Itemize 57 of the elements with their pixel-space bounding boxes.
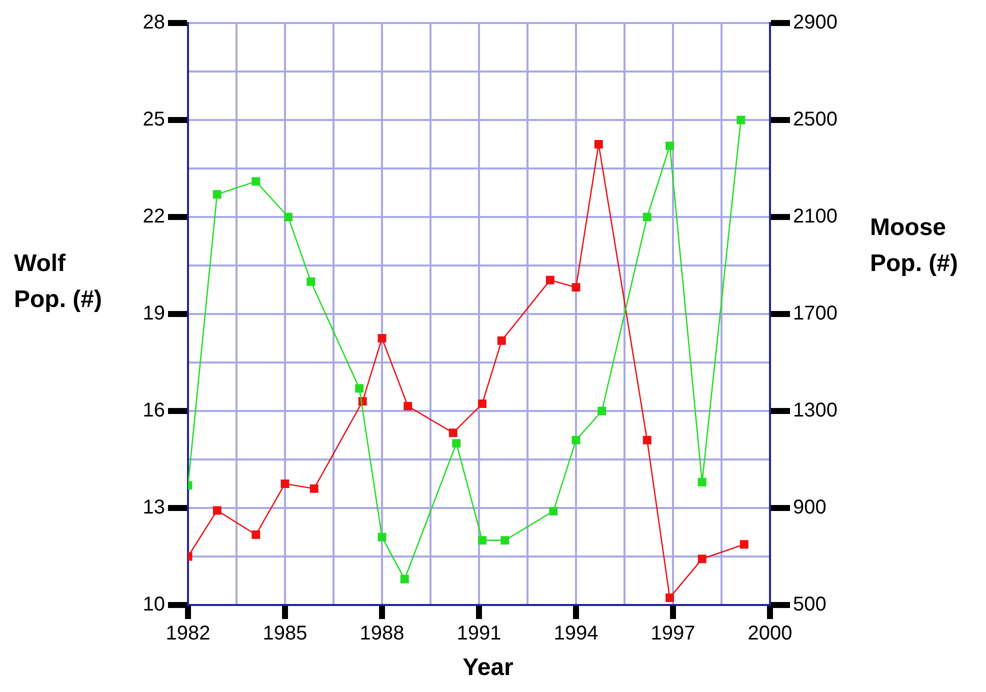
- x-tick-label: 1985: [262, 622, 308, 645]
- point: [572, 436, 580, 444]
- x-tick-label: 2000: [748, 622, 792, 645]
- y-tick-label: 22: [142, 206, 165, 228]
- y-tick-label: 28: [142, 12, 165, 34]
- y-tick-label: 16: [142, 400, 165, 422]
- point: [478, 399, 486, 408]
- x-tick-label: 1982: [166, 622, 210, 645]
- x-tick-label: 1991: [456, 622, 502, 645]
- x-tick-label: 1988: [360, 622, 404, 645]
- point: [378, 532, 386, 542]
- point: [642, 212, 652, 222]
- y-tick-label: 19: [142, 302, 165, 325]
- point: [698, 478, 706, 486]
- point: [400, 574, 409, 584]
- point: [378, 334, 386, 342]
- y2-tick-label: 1300: [793, 400, 838, 422]
- point: [212, 190, 222, 199]
- point: [310, 484, 318, 493]
- point: [404, 402, 412, 410]
- y2-axis-title: Moose Pop. (#): [870, 213, 959, 279]
- point: [698, 554, 706, 564]
- y2-tick-label: 500: [793, 594, 826, 616]
- point: [642, 436, 652, 444]
- point: [549, 506, 558, 516]
- point: [736, 116, 746, 124]
- point: [666, 142, 674, 150]
- point: [280, 480, 290, 488]
- point: [500, 536, 510, 545]
- point: [252, 177, 260, 186]
- point: [284, 212, 292, 222]
- point: [452, 439, 461, 448]
- y-tick-label: 25: [142, 108, 165, 131]
- point: [448, 428, 458, 438]
- y2-tick-label: 1700: [793, 302, 838, 325]
- y2-tick-label: 2900: [793, 12, 838, 34]
- point: [594, 140, 603, 148]
- y-tick-label: 10: [142, 594, 165, 616]
- point: [572, 283, 580, 292]
- point: [598, 406, 606, 416]
- point: [212, 506, 222, 515]
- y2-tick-label: 900: [793, 496, 826, 519]
- point: [252, 530, 260, 539]
- y-axis-title: Wolf Pop. (#): [14, 249, 103, 315]
- point: [355, 384, 364, 393]
- x-tick-label: 1994: [554, 622, 598, 645]
- point: [546, 276, 554, 284]
- x-tick-label: 1997: [650, 622, 696, 645]
- y2-tick-label: 2100: [793, 206, 838, 228]
- x-axis-title: Year: [462, 653, 514, 683]
- point: [740, 540, 748, 549]
- y2-tick-label: 2500: [793, 108, 838, 131]
- point: [478, 536, 486, 545]
- point: [306, 277, 316, 286]
- y-tick-label: 13: [142, 496, 165, 519]
- point: [666, 593, 674, 602]
- point: [497, 336, 506, 345]
